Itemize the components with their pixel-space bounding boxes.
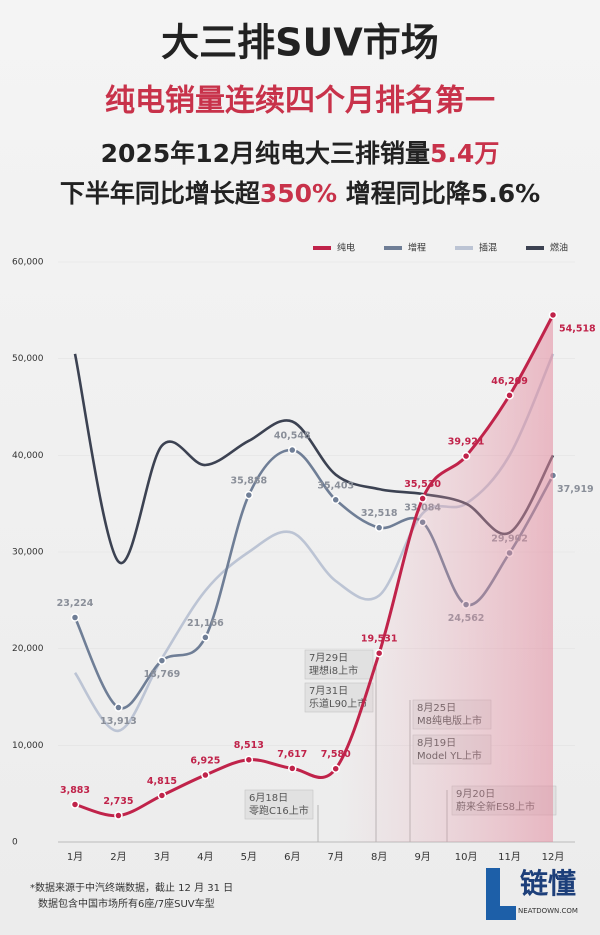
y-tick-label: 0: [12, 838, 18, 848]
point: [374, 648, 384, 658]
y-tick-label: 10,000: [12, 741, 44, 751]
value-label: 46,209: [491, 376, 528, 387]
point: [201, 770, 210, 780]
point: [244, 755, 254, 764]
point: [548, 310, 558, 320]
value-label: 2,735: [103, 796, 133, 807]
headline-segment: 增程同比降5.6%: [337, 179, 540, 208]
headline-segment: 2025年12月纯电大三排销量: [101, 139, 430, 168]
y-tick-label: 50,000: [12, 354, 44, 364]
x-tick-label: 12月: [542, 851, 565, 863]
point: [70, 613, 80, 622]
headline-segment: 350%: [260, 179, 337, 208]
point: [157, 656, 167, 665]
headline-segment: 下半年同比增长超: [60, 179, 261, 208]
value-label: 32,518: [361, 508, 398, 519]
event-text: 乐道L90上市: [309, 697, 367, 710]
value-label: 21,166: [187, 618, 224, 629]
footnote: *数据来源于中汽终端数据，截止 12 月 31 日: [30, 881, 233, 894]
x-tick-label: 4月: [197, 851, 213, 863]
value-label: 19,531: [361, 634, 398, 645]
chart-subtitle: 纯电销量连续四个月排名第一: [105, 84, 495, 119]
x-tick-label: 7月: [328, 851, 344, 863]
x-tick-label: 3月: [154, 851, 170, 863]
x-tick-label: 6月: [284, 851, 300, 863]
point: [331, 495, 340, 505]
point: [331, 764, 340, 773]
legend-label: 纯电: [337, 242, 355, 254]
value-label: 8,513: [234, 740, 264, 751]
area: [75, 314, 553, 842]
value-label: 54,518: [559, 323, 596, 334]
y-tick-label: 40,000: [12, 451, 44, 461]
legend-label: 燃油: [550, 242, 568, 254]
headline: 下半年同比增长超350% 增程同比降5.6%: [60, 179, 540, 208]
value-label: 7,617: [277, 749, 307, 760]
event-text: 理想i8上市: [309, 664, 358, 677]
logo-site: NEATDOWN.COM: [518, 907, 578, 915]
value-label: 35,403: [317, 480, 354, 491]
x-tick-label: 9月: [414, 851, 430, 863]
point: [114, 703, 123, 712]
legend-label: 增程: [408, 242, 426, 254]
value-label: 40,548: [274, 431, 311, 442]
point: [114, 811, 123, 820]
x-tick-label: 10月: [455, 851, 478, 863]
value-label: 23,224: [57, 598, 94, 609]
logo-text: 链懂: [520, 867, 576, 900]
value-label: 13,913: [100, 716, 137, 727]
point: [288, 445, 297, 455]
y-tick-label: 60,000: [12, 258, 44, 268]
point: [374, 523, 384, 532]
logo-foot: [486, 906, 516, 920]
plot: 0 10,000 20,000 30,000 40,000 50,000 60,000 1月 2…: [12, 242, 596, 864]
point: [288, 764, 297, 773]
point: [505, 391, 514, 400]
chart-title: 大三排SUV市场: [161, 21, 439, 65]
value-label: 7,580: [321, 749, 351, 760]
legend-label: 插混: [479, 242, 497, 254]
x-tick-label: 11月: [498, 851, 521, 863]
event-text: 7月29日: [309, 652, 348, 664]
value-label: 18,769: [144, 669, 181, 680]
x-tick-label: 5月: [241, 851, 257, 863]
y-tick-label: 20,000: [12, 644, 44, 654]
value-label: 35,888: [230, 476, 267, 487]
point: [418, 494, 427, 503]
headline-segment: 5.4万: [430, 139, 499, 168]
value-label: 4,815: [147, 776, 177, 787]
point: [244, 490, 254, 500]
x-tick-label: 1月: [67, 851, 83, 863]
value-label: 6,925: [190, 756, 220, 767]
value-label: 39,921: [448, 437, 485, 448]
value-label: 37,919: [557, 484, 594, 495]
value-label: 3,883: [60, 785, 90, 796]
x-tick-label: 8月: [371, 851, 387, 863]
value-label: 35,530: [404, 479, 441, 490]
point: [157, 791, 167, 800]
x-tick-label: 2月: [110, 851, 126, 863]
event-box: [304, 649, 374, 680]
headline: 2025年12月纯电大三排销量5.4万: [101, 139, 500, 168]
event-text: 7月31日: [309, 685, 348, 697]
point: [461, 451, 471, 461]
footnote: 数据包含中国市场所有6座/7座SUV车型: [38, 897, 215, 910]
point: [70, 800, 80, 809]
logo: 链懂 NEATDOWN.COM: [486, 867, 578, 920]
point: [201, 633, 210, 642]
y-tick-label: 30,000: [12, 548, 44, 558]
